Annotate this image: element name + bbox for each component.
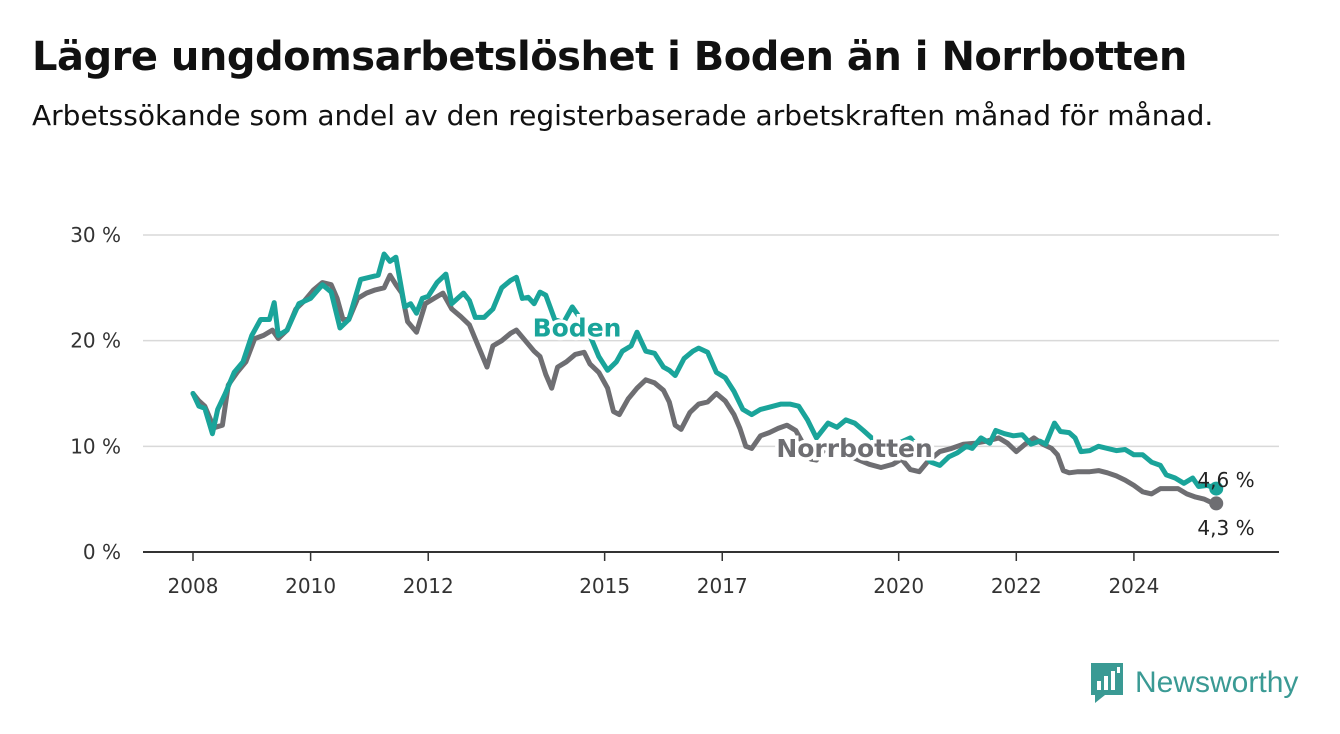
x-tick-label: 2010 [285, 574, 336, 598]
x-tick-label: 2020 [873, 574, 924, 598]
x-tick-label: 2024 [1108, 574, 1159, 598]
newsworthy-logo-icon [1091, 663, 1123, 703]
end-label-boden: 4,3 % [1197, 516, 1254, 540]
end-label-norrbotten: 4,6 % [1197, 468, 1254, 492]
x-axis-ticks: 2008 2010 2012 2015 2017 2020 2022 2024 [168, 552, 1159, 598]
y-axis-ticks: 0 % 10 % 20 % 30 % [70, 223, 121, 564]
x-tick-label: 2017 [697, 574, 748, 598]
series-label-boden: Boden [533, 313, 622, 342]
x-tick-label: 2015 [579, 574, 630, 598]
x-tick-label: 2012 [403, 574, 454, 598]
newsworthy-logo: Newsworthy [1089, 660, 1298, 706]
gridlines [143, 234, 1279, 553]
line-norrbotten [190, 272, 1219, 506]
y-tick-label: 0 % [83, 540, 121, 564]
chart-subtitle: Arbetssökande som andel av den registerb… [32, 99, 1214, 132]
series-lines [190, 251, 1224, 511]
end-marker-boden [1209, 481, 1224, 496]
y-tick-label: 30 % [70, 223, 121, 247]
y-tick-label: 20 % [70, 329, 121, 353]
chart-title: Lägre ungdomsarbetslöshet i Boden än i N… [32, 34, 1187, 80]
end-marker-norrbotten [1209, 496, 1224, 511]
x-tick-label: 2008 [168, 574, 219, 598]
line-boden [190, 251, 1219, 492]
series-labels: Boden Norrbotten 4,6 % 4,3 % [529, 310, 1255, 540]
brand-name: Newsworthy [1135, 666, 1299, 699]
series-label-norrbotten: Norrbotten [776, 434, 932, 463]
x-tick-label: 2022 [991, 574, 1042, 598]
y-tick-label: 10 % [70, 434, 121, 458]
